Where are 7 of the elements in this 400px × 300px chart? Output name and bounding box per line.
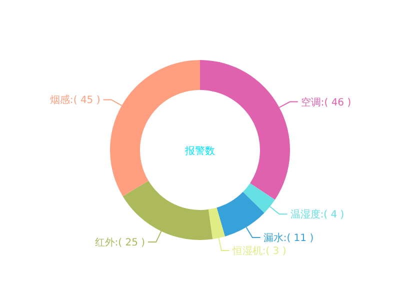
slice-label: 恒湿机:( 3 ) xyxy=(231,245,286,258)
slice-label: 空调:( 46 ) xyxy=(300,96,352,108)
slice-label: 烟感:( 45 ) xyxy=(50,94,100,106)
text: 报警数 xyxy=(184,145,215,157)
slice-label: 温湿度:( 4 ) xyxy=(290,208,344,221)
slice-label: 漏水:( 11 ) xyxy=(263,232,314,244)
slice-label: 红外:( 25 ) xyxy=(94,236,146,249)
